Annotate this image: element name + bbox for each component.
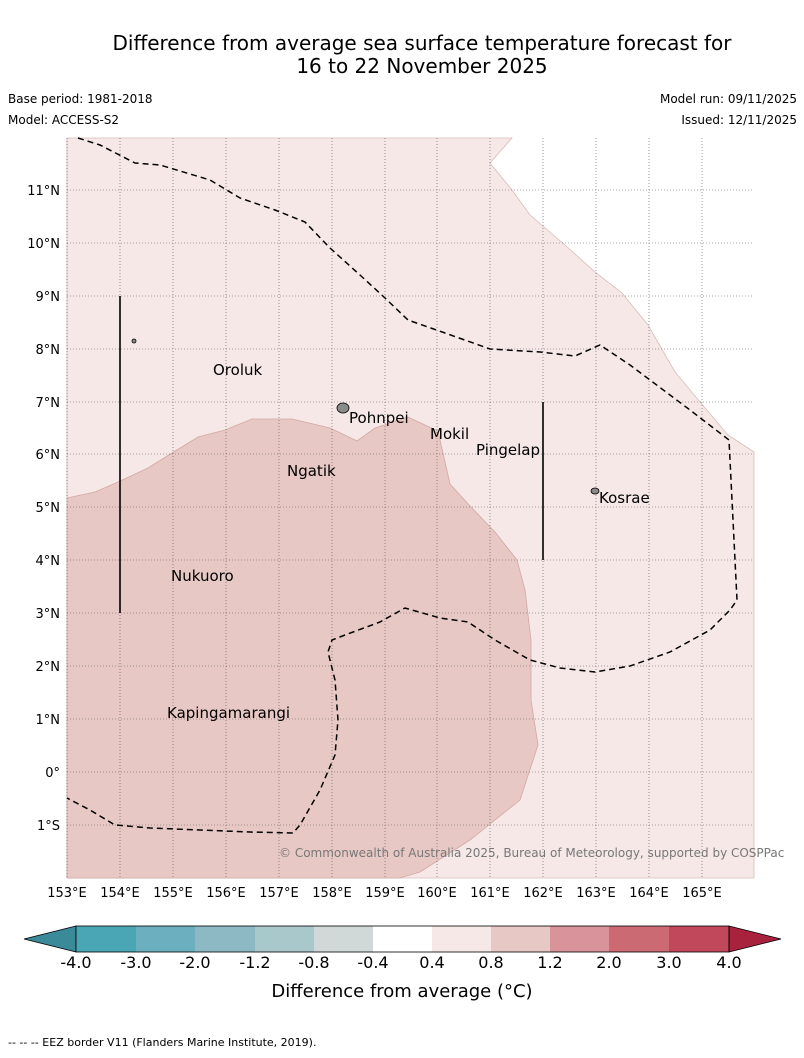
lat-labels: 11°N 10°N 9°N 8°N 7°N 6°N 5°N 4°N 3°N 2°…	[27, 184, 60, 834]
colorbar-segment	[76, 926, 136, 952]
place-label: Mokil	[430, 425, 469, 443]
pohnpei-island	[336, 402, 350, 414]
lon-label: 159°E	[365, 886, 405, 901]
lon-label: 154°E	[100, 886, 140, 901]
lon-label: 161°E	[470, 886, 510, 901]
lon-label: 158°E	[312, 886, 352, 901]
colorbar-tick: 2.0	[596, 953, 621, 972]
eez-footnote: -- -- -- EEZ border V11 (Flanders Marine…	[8, 1036, 317, 1049]
model-run: Model run: 09/11/2025	[659, 92, 797, 106]
lat-gridlines	[67, 189, 754, 826]
place-label: Kapingamarangi	[167, 704, 290, 722]
colorbar-tick: 3.0	[656, 953, 681, 972]
islands	[131, 338, 600, 495]
colorbar-label: Difference from average (°C)	[271, 981, 532, 1002]
sst-anomaly-map: Oroluk Pohnpei Mokil Pingelap Ngatik Kos…	[23, 137, 784, 1002]
chart-title: Difference from average sea surface temp…	[40, 32, 804, 78]
place-label: Nukuoro	[171, 567, 234, 585]
colorbar: -4.0 -3.0 -2.0 -1.2 -0.8 -0.4 0.4 0.8 1.…	[23, 925, 782, 1002]
lon-label: 162°E	[523, 886, 563, 901]
colorbar-tick: 1.2	[537, 953, 562, 972]
model-name: Model: ACCESS-S2	[8, 113, 120, 127]
colorbar-tick: -0.8	[298, 953, 329, 972]
lat-label: 10°N	[27, 237, 60, 252]
colorbar-segment	[550, 926, 609, 952]
colorbar-segment	[314, 926, 373, 952]
colorbar-segment	[373, 926, 432, 952]
lon-label: 165°E	[682, 886, 722, 901]
copyright-text: © Commonwealth of Australia 2025, Bureau…	[279, 846, 784, 860]
lon-label: 155°E	[153, 886, 193, 901]
base-period: Base period: 1981-2018	[8, 92, 153, 106]
lon-label: 153°E	[47, 886, 87, 901]
lat-label: 1°N	[36, 713, 61, 728]
colorbar-tick: -0.4	[357, 953, 388, 972]
place-label: Kosrae	[599, 489, 650, 507]
title-line-1: Difference from average sea surface temp…	[112, 31, 732, 55]
eez-borders	[66, 137, 738, 834]
lat-label: 7°N	[36, 396, 61, 411]
colorbar-tick: -1.2	[239, 953, 270, 972]
colorbar-tick: -3.0	[120, 953, 151, 972]
place-label: Oroluk	[213, 361, 262, 379]
colorbar-segment	[255, 926, 314, 952]
colorbar-tick: 0.4	[419, 953, 444, 972]
lon-label: 157°E	[259, 886, 299, 901]
colorbar-segment	[195, 926, 255, 952]
lon-label: 160°E	[417, 886, 457, 901]
place-label: Pohnpei	[349, 409, 409, 427]
colorbar-segment	[491, 926, 550, 952]
anomaly-region-0.8-1.2	[66, 416, 539, 879]
lon-gridlines	[66, 138, 703, 878]
place-label: Ngatik	[287, 462, 336, 480]
colorbar-segment	[609, 926, 669, 952]
lon-label: 156°E	[206, 886, 246, 901]
lat-label: 11°N	[27, 184, 60, 199]
colorbar-low-extend	[23, 925, 77, 953]
lat-label: 1°S	[37, 819, 60, 834]
lon-label: 163°E	[576, 886, 616, 901]
lon-labels: 153°E 154°E 155°E 156°E 157°E 158°E 159°…	[47, 886, 722, 901]
title-line-2: 16 to 22 November 2025	[296, 54, 548, 78]
colorbar-outline	[75, 925, 730, 953]
place-label: Pingelap	[476, 441, 540, 459]
lat-label: 9°N	[36, 290, 61, 305]
lat-label: 2°N	[36, 660, 61, 675]
lon-label: 164°E	[629, 886, 669, 901]
lat-label: 0°	[45, 766, 60, 781]
lat-label: 6°N	[36, 448, 61, 463]
colorbar-segment	[432, 926, 491, 952]
lat-label: 8°N	[36, 343, 61, 358]
kosrae-island	[590, 487, 600, 495]
colorbar-segment	[669, 926, 729, 952]
colorbar-segment	[136, 926, 195, 952]
lat-label: 3°N	[36, 607, 61, 622]
issued-date: Issued: 12/11/2025	[681, 113, 797, 127]
lat-label: 4°N	[36, 554, 61, 569]
colorbar-tick: 0.8	[478, 953, 503, 972]
colorbar-high-extend	[728, 925, 782, 953]
colorbar-tick: -2.0	[179, 953, 210, 972]
place-labels: Oroluk Pohnpei Mokil Pingelap Ngatik Kos…	[167, 361, 650, 722]
colorbar-tick: 4.0	[716, 953, 741, 972]
island-marker	[131, 338, 137, 344]
lat-label: 5°N	[36, 501, 61, 516]
colorbar-tick: -4.0	[60, 953, 91, 972]
